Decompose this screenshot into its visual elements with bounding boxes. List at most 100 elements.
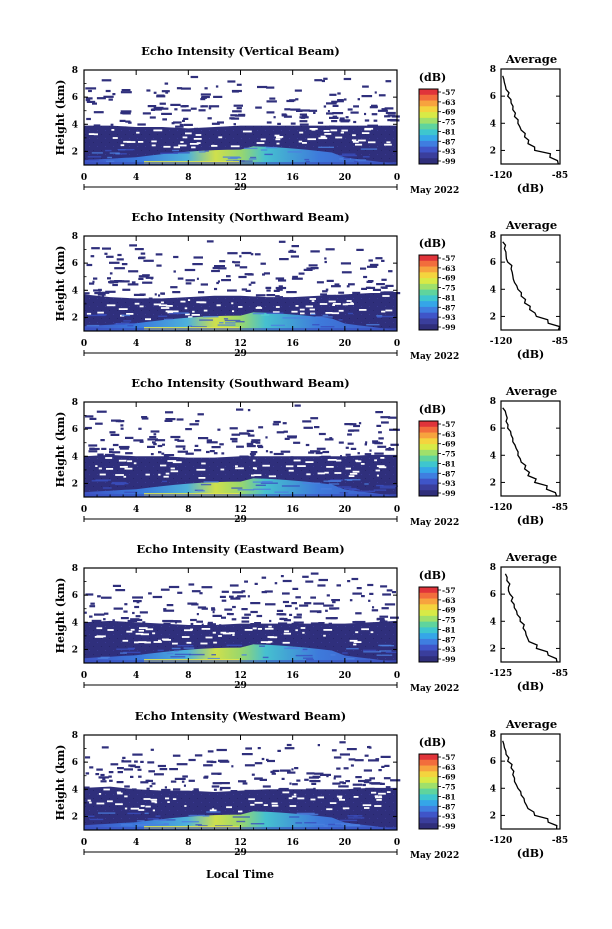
- data-gap: [222, 632, 232, 635]
- echo-speck: [149, 436, 157, 439]
- echo-speck: [174, 438, 180, 441]
- colorbar-segment: [419, 823, 438, 830]
- colorbar-tick-label: -69: [442, 440, 456, 449]
- echo-streak: [259, 645, 265, 647]
- data-gap: [284, 630, 289, 633]
- data-gap: [138, 641, 147, 643]
- echo-speck: [344, 423, 353, 426]
- echo-streak: [328, 480, 342, 482]
- echo-speck: [362, 85, 369, 88]
- colorbar-segment: [419, 638, 438, 646]
- echo-speck: [323, 77, 328, 80]
- echo-speck: [154, 293, 157, 296]
- echo-speck: [188, 583, 195, 586]
- echo-streak: [111, 481, 127, 484]
- echo-streak: [157, 649, 164, 652]
- data-gap: [341, 129, 348, 132]
- echo-speck: [255, 294, 266, 297]
- echo-speck: [326, 102, 337, 105]
- echo-speck: [101, 596, 112, 599]
- echo-speck: [266, 758, 269, 761]
- data-gap: [340, 131, 344, 134]
- echo-speck: [200, 283, 208, 286]
- echo-speck: [308, 264, 318, 267]
- colorbar-segment: [419, 788, 438, 795]
- echo-speck: [385, 786, 391, 789]
- data-gap: [338, 309, 344, 312]
- echo-speck: [372, 440, 379, 443]
- data-gap: [226, 806, 232, 809]
- y-tick-label: 6: [72, 591, 78, 601]
- echo-speck: [322, 450, 330, 454]
- data-gap: [342, 807, 350, 810]
- data-gap: [152, 632, 156, 635]
- echo-speck: [326, 594, 330, 597]
- echo-speck: [182, 775, 188, 778]
- echo-speck: [279, 769, 291, 772]
- colorbar-tick-label: -69: [442, 773, 456, 782]
- echo-speck: [294, 767, 299, 770]
- echo-speck: [162, 443, 165, 446]
- echo-speck: [106, 255, 114, 258]
- colorbar-segment: [419, 278, 438, 285]
- echo-speck: [128, 764, 136, 767]
- echo-streak: [114, 323, 126, 325]
- echo-speck: [109, 272, 113, 275]
- echo-speck: [276, 609, 284, 612]
- average-line: [502, 75, 559, 165]
- echo-speck: [250, 454, 255, 457]
- average-x-tick-label: -120: [490, 337, 513, 347]
- echo-speck: [333, 756, 342, 759]
- echo-speck: [331, 285, 341, 288]
- echo-speck: [358, 422, 362, 425]
- data-gap: [310, 798, 316, 801]
- echo-streak: [169, 312, 181, 315]
- echo-speck: [201, 96, 207, 99]
- echo-speck: [109, 448, 114, 451]
- data-gap: [275, 306, 280, 308]
- echo-speck: [131, 788, 137, 791]
- echo-speck: [361, 595, 365, 598]
- colorbar-tick-label: -63: [442, 264, 456, 273]
- echo-speck: [229, 595, 234, 598]
- echo-speck: [364, 453, 372, 456]
- echo-speck: [384, 764, 390, 767]
- colorbar-tick-label: -93: [442, 812, 456, 821]
- date-label: May 2022: [410, 352, 459, 362]
- echo-speck: [263, 272, 270, 275]
- echo-speck: [92, 102, 97, 105]
- data-gap: [297, 797, 305, 800]
- average-y-tick-label: 4: [490, 451, 496, 461]
- data-gap: [133, 462, 137, 465]
- data-gap: [160, 301, 164, 304]
- echo-streak: [202, 815, 210, 817]
- data-gap: [151, 140, 157, 143]
- echo-streak: [91, 152, 103, 154]
- echo-speck: [89, 766, 94, 769]
- echo-speck: [173, 788, 181, 791]
- echo-speck: [391, 591, 396, 594]
- echo-speck: [269, 451, 273, 454]
- echo-speck: [238, 780, 247, 783]
- data-gap: [98, 467, 102, 470]
- echo-speck: [366, 280, 373, 283]
- echo-streak: [294, 317, 311, 319]
- echo-speck: [325, 248, 335, 251]
- echo-speck: [326, 775, 329, 778]
- data-gap: [311, 300, 315, 302]
- echo-streak: [304, 158, 310, 161]
- echo-streak: [304, 822, 317, 824]
- echo-speck: [206, 760, 214, 763]
- echo-speck: [378, 769, 382, 772]
- data-gap: [295, 629, 298, 632]
- echo-speck: [175, 125, 184, 128]
- echo-speck: [382, 593, 391, 596]
- echo-speck: [315, 452, 323, 455]
- echo-speck: [273, 289, 280, 292]
- x-tick-label: 0: [81, 173, 87, 183]
- echo-streak: [231, 487, 243, 489]
- echo-speck: [130, 775, 134, 778]
- echo-speck: [281, 617, 288, 621]
- echo-streak: [363, 649, 377, 652]
- echo-streak: [376, 315, 395, 318]
